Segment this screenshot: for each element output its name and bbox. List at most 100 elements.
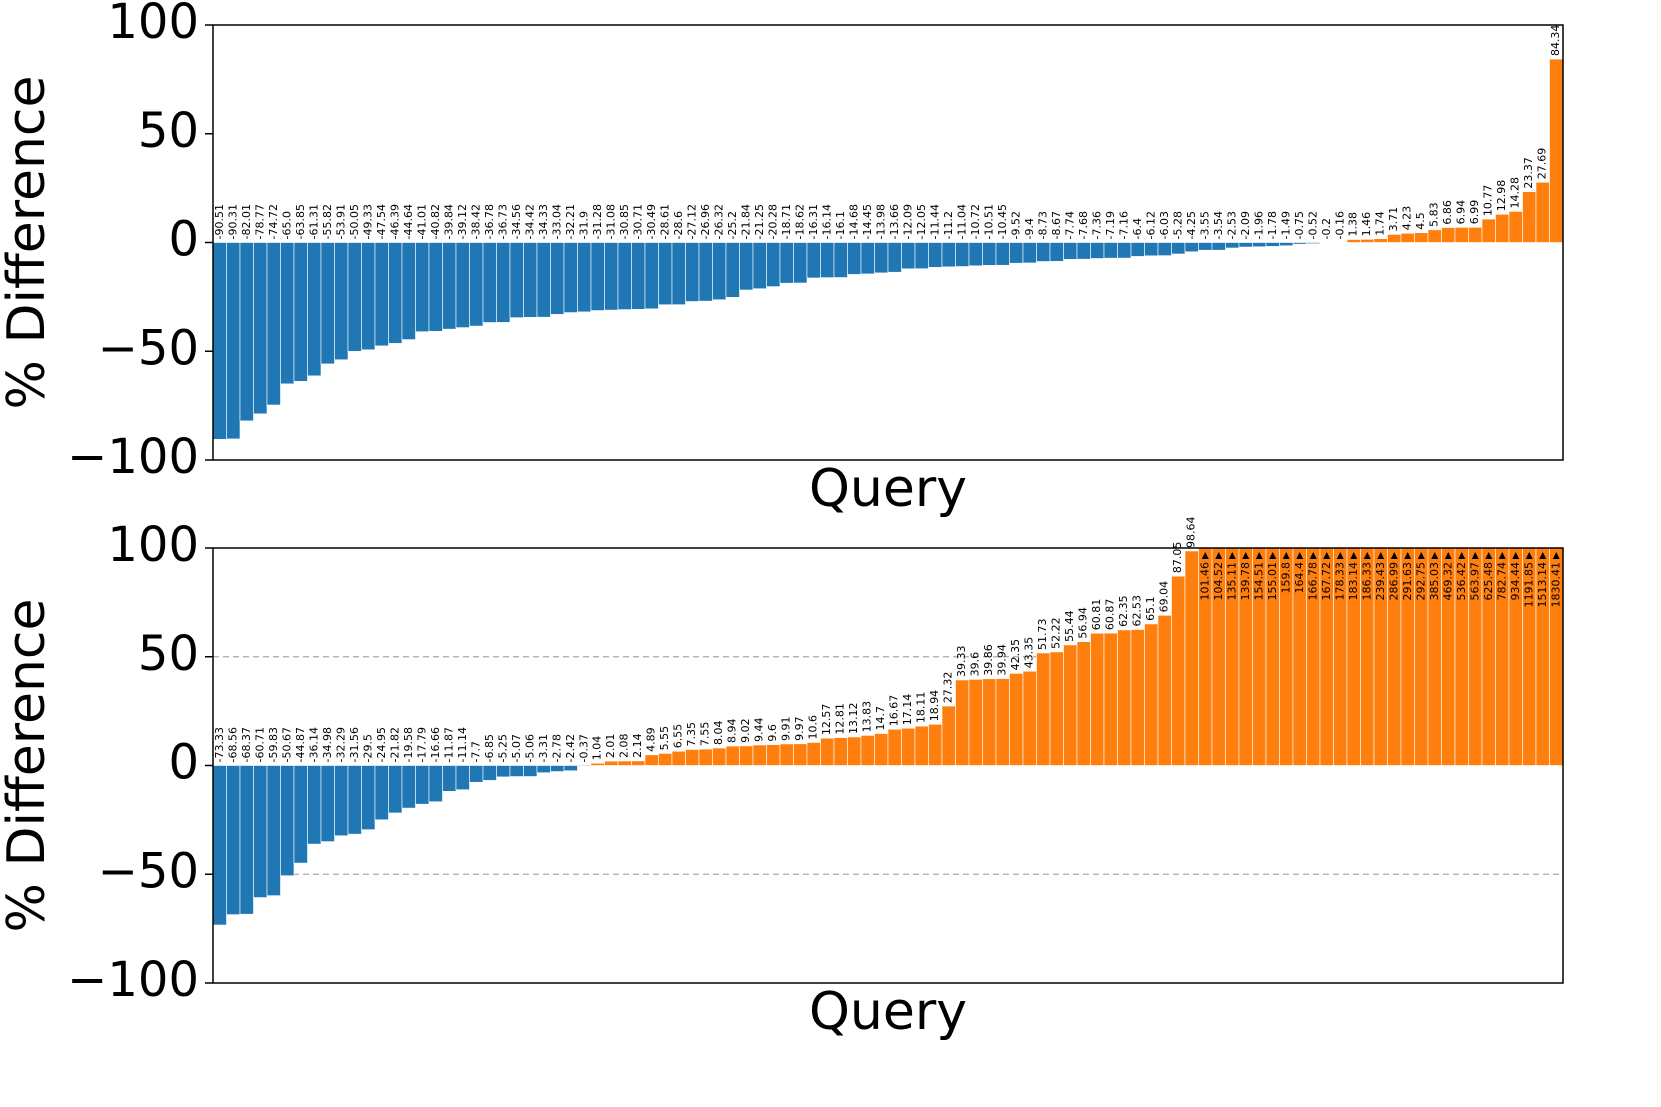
value-label: -13.66 [888, 204, 901, 239]
value-label: -25.2 [726, 211, 739, 239]
value-label: -30.49 [645, 204, 658, 239]
bar [1171, 242, 1186, 255]
bar [1481, 218, 1496, 243]
value-label: 39.33 [955, 645, 968, 677]
value-label: -18.71 [780, 204, 793, 239]
value-label: 159.8 [1279, 562, 1292, 594]
value-label: -26.96 [699, 204, 712, 239]
bar [1076, 242, 1091, 260]
value-label: -6.85 [483, 734, 496, 762]
value-label: 291.63 [1401, 562, 1414, 601]
value-label: 6.86 [1441, 200, 1454, 225]
bar [442, 242, 457, 330]
bar [1535, 181, 1550, 243]
value-label: -36.78 [483, 204, 496, 239]
bar [968, 242, 983, 267]
value-label: 178.33 [1333, 562, 1346, 601]
bar [1441, 548, 1456, 766]
bar [887, 728, 902, 766]
value-label: 14.7 [874, 706, 887, 731]
value-label: -1.78 [1266, 211, 1279, 239]
overflow-arrow [1458, 552, 1466, 559]
bar [860, 242, 875, 275]
bar [536, 765, 551, 773]
bar [698, 748, 713, 766]
overflow-arrow [1431, 552, 1439, 559]
bar [955, 242, 970, 267]
value-label: 186.33 [1360, 562, 1373, 601]
value-label: 27.32 [942, 672, 955, 704]
value-label: 23.37 [1522, 157, 1535, 189]
bar [1508, 211, 1523, 243]
bar [361, 765, 376, 830]
bar [1373, 548, 1388, 766]
value-label: 1513.14 [1536, 562, 1549, 608]
bar [1157, 615, 1172, 766]
value-label: 27.69 [1536, 148, 1549, 180]
value-label: 469.32 [1441, 562, 1454, 601]
overflow-arrow [1215, 552, 1223, 559]
bar [280, 242, 295, 385]
value-label: -90.51 [213, 204, 226, 239]
bar [1198, 242, 1213, 251]
bar [239, 242, 254, 422]
bar [941, 242, 956, 268]
bar [1522, 548, 1537, 766]
bar [752, 744, 767, 766]
value-label: -36.73 [496, 204, 509, 239]
bar [469, 765, 484, 783]
bar [563, 242, 578, 313]
value-label: -24.95 [375, 727, 388, 762]
bar [1238, 242, 1253, 248]
value-label: -50.67 [280, 727, 293, 762]
bar [766, 744, 781, 766]
bar [334, 242, 349, 361]
value-label: 8.04 [712, 721, 725, 746]
bar [1130, 629, 1145, 766]
value-label: 65.1 [1144, 596, 1157, 621]
value-label: -27.12 [685, 204, 698, 239]
value-label: -73.33 [213, 727, 226, 762]
bar [1427, 548, 1442, 766]
bar [1414, 232, 1429, 243]
value-label: -36.14 [307, 727, 320, 762]
value-label: 2.01 [604, 734, 617, 759]
value-label: 135.11 [1225, 562, 1238, 601]
value-label: -34.98 [321, 727, 334, 762]
bar [928, 724, 943, 766]
value-label: -59.83 [267, 727, 280, 762]
bar [982, 678, 997, 766]
value-label: 6.99 [1468, 200, 1481, 225]
overflow-arrow [1201, 552, 1209, 559]
bar [401, 765, 416, 809]
value-label: 42.35 [1009, 639, 1022, 671]
value-label: 9.44 [753, 717, 766, 742]
bar [563, 765, 578, 772]
value-label: 155.01 [1266, 562, 1279, 601]
value-label: -11.87 [442, 727, 455, 762]
value-label: -44.64 [402, 204, 415, 239]
bar [347, 765, 362, 835]
bar [1400, 548, 1415, 766]
value-label: 1.38 [1347, 212, 1360, 237]
bar [590, 762, 605, 766]
value-label: 1830.41 [1549, 562, 1562, 608]
bar [874, 733, 889, 766]
bar [847, 242, 862, 275]
value-label: 52.22 [1050, 617, 1063, 649]
value-label: -0.37 [577, 734, 590, 762]
value-label: -13.98 [874, 204, 887, 239]
value-label: -0.52 [1306, 211, 1319, 239]
bar [577, 242, 592, 313]
bar [658, 242, 673, 306]
value-label: -2.42 [564, 734, 577, 762]
overflow-arrow [1525, 552, 1533, 559]
value-label: 55.44 [1063, 610, 1076, 642]
value-label: 12.98 [1495, 180, 1508, 212]
overflow-arrow [1228, 552, 1236, 559]
bar [847, 736, 862, 766]
value-label: -11.2 [942, 211, 955, 239]
value-label: -19.58 [402, 727, 415, 762]
bar [469, 242, 484, 327]
bar [1103, 632, 1118, 766]
